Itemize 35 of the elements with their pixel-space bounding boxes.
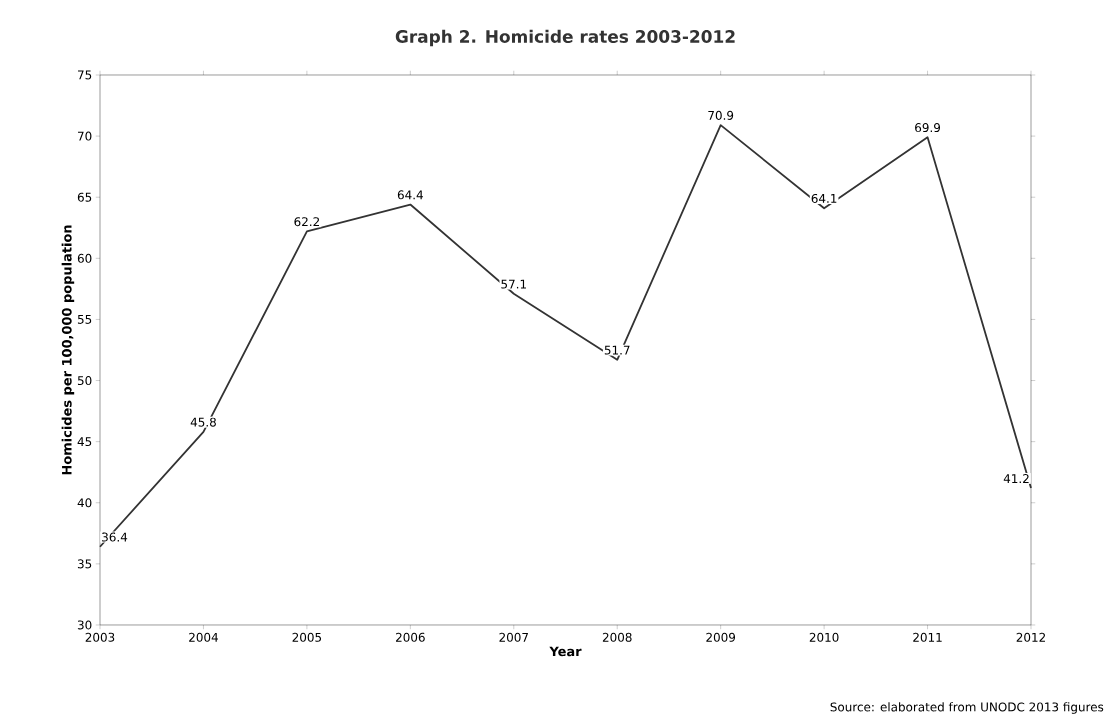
x-tick-label: 2004 [189,632,218,642]
x-tick-label: 2003 [85,632,115,642]
source-note: Source: elaborated from UNODC 2013 figures [830,702,1104,714]
data-label: 70.9 [708,110,734,120]
line-series [99,124,1032,548]
y-tick-label: 30 [77,620,92,630]
x-tick-label: 2012 [1016,632,1046,642]
x-axis-title: Year [549,646,582,657]
y-tick-label: 50 [77,376,92,386]
y-tick-label: 75 [78,70,92,80]
y-tick-label: 35 [77,559,92,569]
x-tick-label: 2009 [706,632,736,642]
y-tick-label: 55 [77,314,92,324]
x-tick-label: 2011 [913,632,942,642]
y-tick-label: 60 [77,253,92,263]
y-tick-label: 40 [77,498,92,508]
y-tick-label: 65 [77,192,92,202]
chart-title: Graph 2. Homicide rates 2003-2012 [395,29,735,47]
y-axis-title: Homicides per 100,000 population [61,225,75,475]
x-tick-label: 2007 [499,632,528,642]
y-tick-label: 70 [78,131,92,141]
x-tick-label: 2008 [602,632,632,642]
x-tick-label: 2005 [292,632,322,642]
x-tick-label: 2006 [396,632,425,642]
data-label: 64.1 [811,193,837,204]
x-tick-label: 2010 [809,632,839,642]
data-label: 69.9 [915,123,941,133]
data-label: 64.4 [397,190,423,200]
data-label: 36.4 [102,532,128,542]
data-label: 57.1 [501,279,526,289]
data-label: 45.8 [190,417,216,427]
y-tick-label: 45 [77,437,92,447]
data-label: 41.2 [1003,474,1029,483]
data-label: 51.7 [604,345,630,355]
data-label: 62.2 [294,217,319,227]
